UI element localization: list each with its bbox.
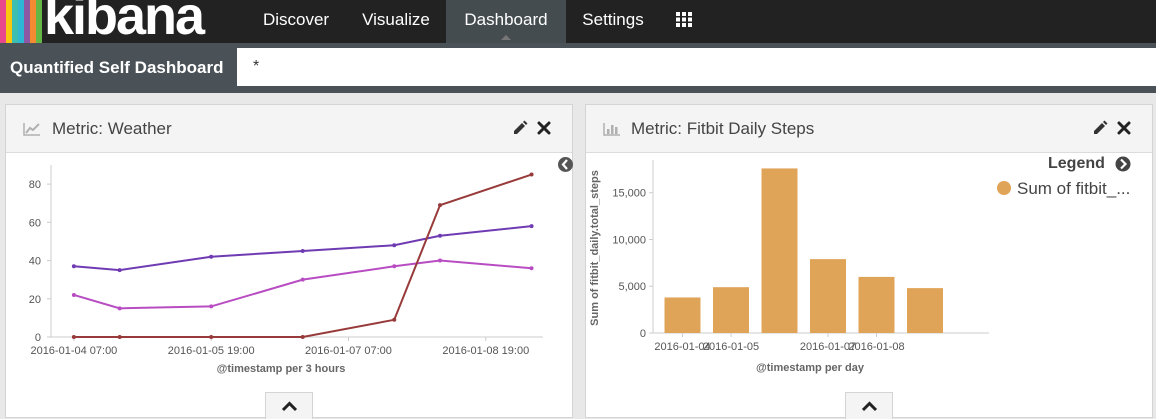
circle-arrow-left-icon[interactable] xyxy=(557,156,574,173)
y-tick-label: 15,000 xyxy=(612,188,646,200)
legend-color-dot xyxy=(997,181,1011,195)
bar xyxy=(664,297,701,333)
bar xyxy=(810,259,846,333)
y-tick-label: 5,000 xyxy=(618,281,646,293)
bar-chart-icon xyxy=(603,123,620,136)
data-point xyxy=(209,304,214,309)
bar xyxy=(858,276,895,333)
dashboard-title: Quantified Self Dashboard xyxy=(10,58,224,77)
legend-item[interactable]: Sum of fitbit_... xyxy=(997,179,1147,201)
data-point xyxy=(438,258,443,263)
active-caret-icon xyxy=(501,35,511,40)
data-point xyxy=(300,249,305,253)
data-point xyxy=(300,277,305,282)
kibana-logo-stripes xyxy=(0,0,42,43)
weather-line-chart: 0 20 40 60 80 2016-01-04 07:00 2016-01-05 19:0… xyxy=(29,165,543,375)
y-tick-label: 0 xyxy=(35,332,41,344)
nav-dashboard[interactable]: Dashboard xyxy=(446,0,566,43)
data-point xyxy=(117,335,122,339)
x-tick-label: 2016-01-05 19:00 xyxy=(168,345,255,357)
pencil-icon[interactable] xyxy=(1092,120,1108,136)
grid-icon[interactable] xyxy=(676,12,693,27)
circle-arrow-right-icon xyxy=(1115,156,1131,172)
x-tick-label: 2016-01-08 19:00 xyxy=(442,345,529,357)
collapse-button[interactable] xyxy=(265,392,313,419)
y-tick-label: 40 xyxy=(29,256,41,268)
fitbit-panel: Metric: Fitbit Daily Steps 0 5,000 10,000 1… xyxy=(585,104,1153,419)
nav-discover[interactable]: Discover xyxy=(262,10,330,29)
close-icon[interactable] xyxy=(536,120,552,136)
data-point xyxy=(392,317,397,322)
series-line-2 xyxy=(73,173,532,338)
panel-title: Metric: Weather xyxy=(52,119,172,138)
y-tick-label: 0 xyxy=(640,328,646,340)
y-tick-label: 10,000 xyxy=(612,234,646,246)
data-point xyxy=(300,335,305,339)
data-point xyxy=(209,254,214,259)
x-tick-label: 2016-01-07 07:00 xyxy=(305,345,392,357)
search-query-input[interactable] xyxy=(237,48,1156,86)
legend-title: Legend xyxy=(1048,155,1105,172)
collapse-button[interactable] xyxy=(845,392,893,419)
series-line-0 xyxy=(73,225,532,272)
panel-header: Metric: Fitbit Daily Steps xyxy=(586,105,1152,153)
data-point xyxy=(71,264,76,269)
data-point xyxy=(438,233,443,238)
y-tick-label: 80 xyxy=(29,179,41,191)
x-axis-title: @timestamp per day xyxy=(756,362,865,374)
nav-visualize[interactable]: Visualize xyxy=(362,10,430,29)
x-tick-label: 2016-01-04 xyxy=(654,341,710,353)
x-tick-label: 2016-01-04 07:00 xyxy=(30,345,117,357)
data-point xyxy=(392,264,397,269)
data-point xyxy=(209,335,214,339)
data-point xyxy=(529,266,534,271)
x-axis-title: @timestamp per 3 hours xyxy=(217,363,346,375)
bar xyxy=(713,287,749,333)
chevron-up-icon xyxy=(281,401,298,412)
nav-dashboard-label: Dashboard xyxy=(464,10,548,29)
chevron-up-icon xyxy=(861,401,878,412)
bar xyxy=(761,168,798,333)
x-tick-label: 2016-01-05 xyxy=(703,341,759,353)
data-point xyxy=(438,203,443,208)
data-point xyxy=(529,172,534,177)
y-axis-title: Sum of fitbit_daily.total_steps xyxy=(589,170,601,326)
line-chart-icon xyxy=(23,123,40,136)
query-bar: Quantified Self Dashboard xyxy=(0,43,1156,93)
x-tick-label: 2016-01-07 xyxy=(800,341,856,353)
data-point xyxy=(392,243,397,248)
weather-panel: Metric: Weather 0 20 40 60 80 2016-01-04 07:0… xyxy=(5,104,574,419)
data-point xyxy=(71,335,76,339)
panel-title: Metric: Fitbit Daily Steps xyxy=(631,119,815,138)
close-icon[interactable] xyxy=(1116,120,1132,136)
top-navbar: kibana Discover Visualize Dashboard Sett… xyxy=(0,0,1156,46)
x-tick-label: 2016-01-08 xyxy=(848,341,904,353)
data-point xyxy=(71,292,76,297)
legend-toggle[interactable]: Legend xyxy=(1048,155,1131,173)
legend-item-label: Sum of fitbit_... xyxy=(1017,179,1131,198)
panel-header: Metric: Weather xyxy=(6,105,572,153)
y-tick-label: 60 xyxy=(29,217,41,229)
data-point xyxy=(117,306,122,311)
nav-settings[interactable]: Settings xyxy=(582,10,644,29)
bar xyxy=(907,288,943,333)
data-point xyxy=(117,268,122,273)
data-point xyxy=(529,224,534,229)
pencil-icon[interactable] xyxy=(512,120,528,136)
kibana-logo[interactable]: kibana xyxy=(44,0,205,46)
y-tick-label: 20 xyxy=(29,294,41,306)
